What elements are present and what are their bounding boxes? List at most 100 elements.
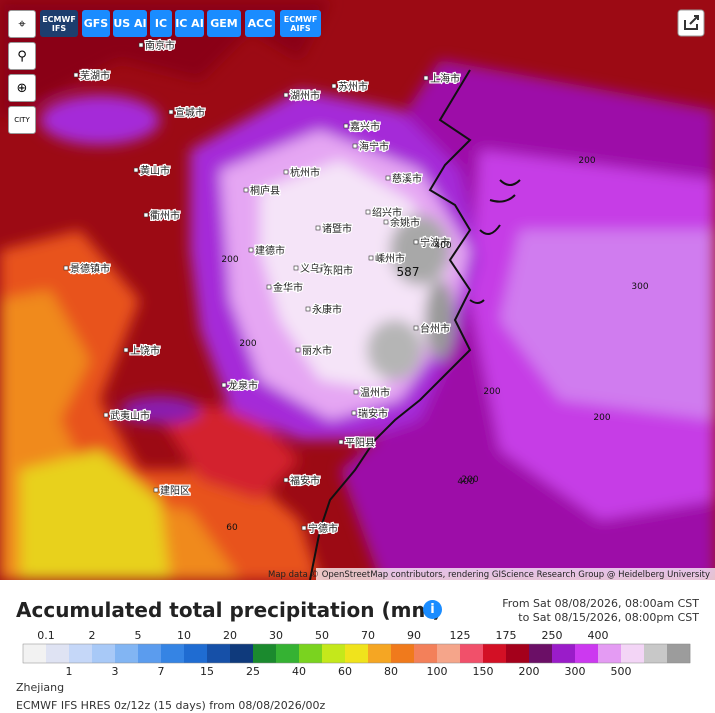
- legend-label: 80: [384, 665, 398, 678]
- legend-label: 300: [565, 665, 586, 678]
- city-button[interactable]: CITY: [8, 106, 36, 134]
- city-marker: [413, 325, 419, 331]
- legend-label: 90: [407, 629, 421, 642]
- legend-label: 200: [519, 665, 540, 678]
- model-button[interactable]: GEM: [207, 10, 241, 37]
- city-marker: [316, 267, 322, 273]
- legend-swatch: [598, 644, 622, 663]
- legend-label: 2: [89, 629, 96, 642]
- city-label: 海宁市: [359, 140, 389, 153]
- city-marker: [103, 412, 109, 418]
- legend-label: 500: [611, 665, 632, 678]
- region: Zhejiang: [16, 681, 65, 694]
- legend-swatch: [529, 644, 553, 663]
- city-label: 上海市: [430, 72, 460, 85]
- home-button[interactable]: ⌖: [8, 10, 36, 38]
- city-label: 湖州市: [290, 89, 320, 102]
- city-label: 永康市: [312, 303, 342, 316]
- city-label: 南京市: [145, 39, 175, 52]
- city-marker: [138, 42, 144, 48]
- legend-label: 20: [223, 629, 237, 642]
- city-label: 杭州市: [290, 166, 320, 179]
- city-marker: [133, 167, 139, 173]
- city-label: 建德市: [255, 244, 285, 257]
- legend-swatch: [667, 644, 691, 663]
- city-label: 宁波市: [420, 236, 450, 249]
- city-marker: [368, 255, 374, 261]
- legend-label: 5: [135, 629, 142, 642]
- legend-swatch: [276, 644, 300, 663]
- contour-label: 60: [226, 523, 238, 533]
- legend-swatch: [184, 644, 208, 663]
- legend-swatch: [92, 644, 116, 663]
- legend-swatch: [138, 644, 162, 663]
- city-label: 嘉兴市: [350, 120, 380, 133]
- model-button[interactable]: ACC: [245, 10, 275, 37]
- city-marker: [63, 265, 69, 271]
- legend-swatch: [483, 644, 507, 663]
- model-button[interactable]: GFS: [82, 10, 110, 37]
- model-button[interactable]: IC AI: [175, 10, 204, 37]
- legend-label: 60: [338, 665, 352, 678]
- legend-swatch: [368, 644, 392, 663]
- city-label: 瑞安市: [358, 407, 388, 420]
- city-marker: [293, 265, 299, 271]
- legend-swatch: [322, 644, 346, 663]
- city-label: 义乌市: [300, 262, 330, 275]
- city-label: 上饶市: [130, 344, 160, 357]
- zoom-button[interactable]: ⊕: [8, 74, 36, 102]
- contour-label: 200: [593, 413, 610, 423]
- legend-label: 1: [66, 665, 73, 678]
- info-button[interactable]: i: [423, 600, 442, 619]
- city-label: 衢州市: [150, 209, 180, 222]
- city-label: 绍兴市: [372, 206, 402, 219]
- location-button[interactable]: ⚲: [8, 42, 36, 70]
- legend-swatch: [414, 644, 438, 663]
- city-marker: [413, 239, 419, 245]
- legend-swatch: [46, 644, 70, 663]
- city-label: 桐庐县: [250, 184, 280, 197]
- legend-swatch: [23, 644, 47, 663]
- legend-label: 70: [361, 629, 375, 642]
- city-label: 东阳市: [323, 264, 353, 277]
- model-button[interactable]: ECMWF IFS: [40, 10, 78, 37]
- city-label: 景德镇市: [70, 262, 110, 275]
- city-label: 宣城市: [175, 106, 205, 119]
- city-marker: [301, 525, 307, 531]
- city-marker: [283, 477, 289, 483]
- legend-label: 175: [496, 629, 517, 642]
- legend-swatch: [69, 644, 93, 663]
- contour-label: 200: [483, 387, 500, 397]
- city-label: 苏州市: [338, 80, 368, 93]
- date-from: From Sat 08/08/2026, 08:00am CST: [502, 597, 699, 610]
- city-label: 金华市: [273, 281, 303, 294]
- model-button[interactable]: ECMWF AIFS: [280, 10, 321, 37]
- city-label: 龙泉市: [228, 379, 258, 392]
- city-label: 慈溪市: [392, 172, 422, 185]
- legend-swatch: [391, 644, 415, 663]
- city-label: 丽水市: [302, 344, 332, 357]
- city-marker: [283, 92, 289, 98]
- model-button[interactable]: US AI: [113, 10, 147, 37]
- model-button[interactable]: IC: [150, 10, 172, 37]
- city-marker: [243, 187, 249, 193]
- legend-swatch: [552, 644, 576, 663]
- legend-swatch: [161, 644, 185, 663]
- city-marker: [338, 439, 344, 445]
- contour-label: 587: [397, 265, 420, 279]
- legend-swatch: [299, 644, 323, 663]
- legend-swatch: [575, 644, 599, 663]
- legend-swatch: [253, 644, 277, 663]
- city-marker: [331, 83, 337, 89]
- city-marker: [343, 123, 349, 129]
- share-button[interactable]: [677, 9, 705, 37]
- legend-label: 3: [112, 665, 119, 678]
- city-label: 嵊州市: [375, 252, 405, 265]
- legend-swatch: [460, 644, 484, 663]
- legend-swatch: [207, 644, 231, 663]
- city-marker: [383, 219, 389, 225]
- legend-label: 10: [177, 629, 191, 642]
- contour-label: 200: [221, 255, 238, 265]
